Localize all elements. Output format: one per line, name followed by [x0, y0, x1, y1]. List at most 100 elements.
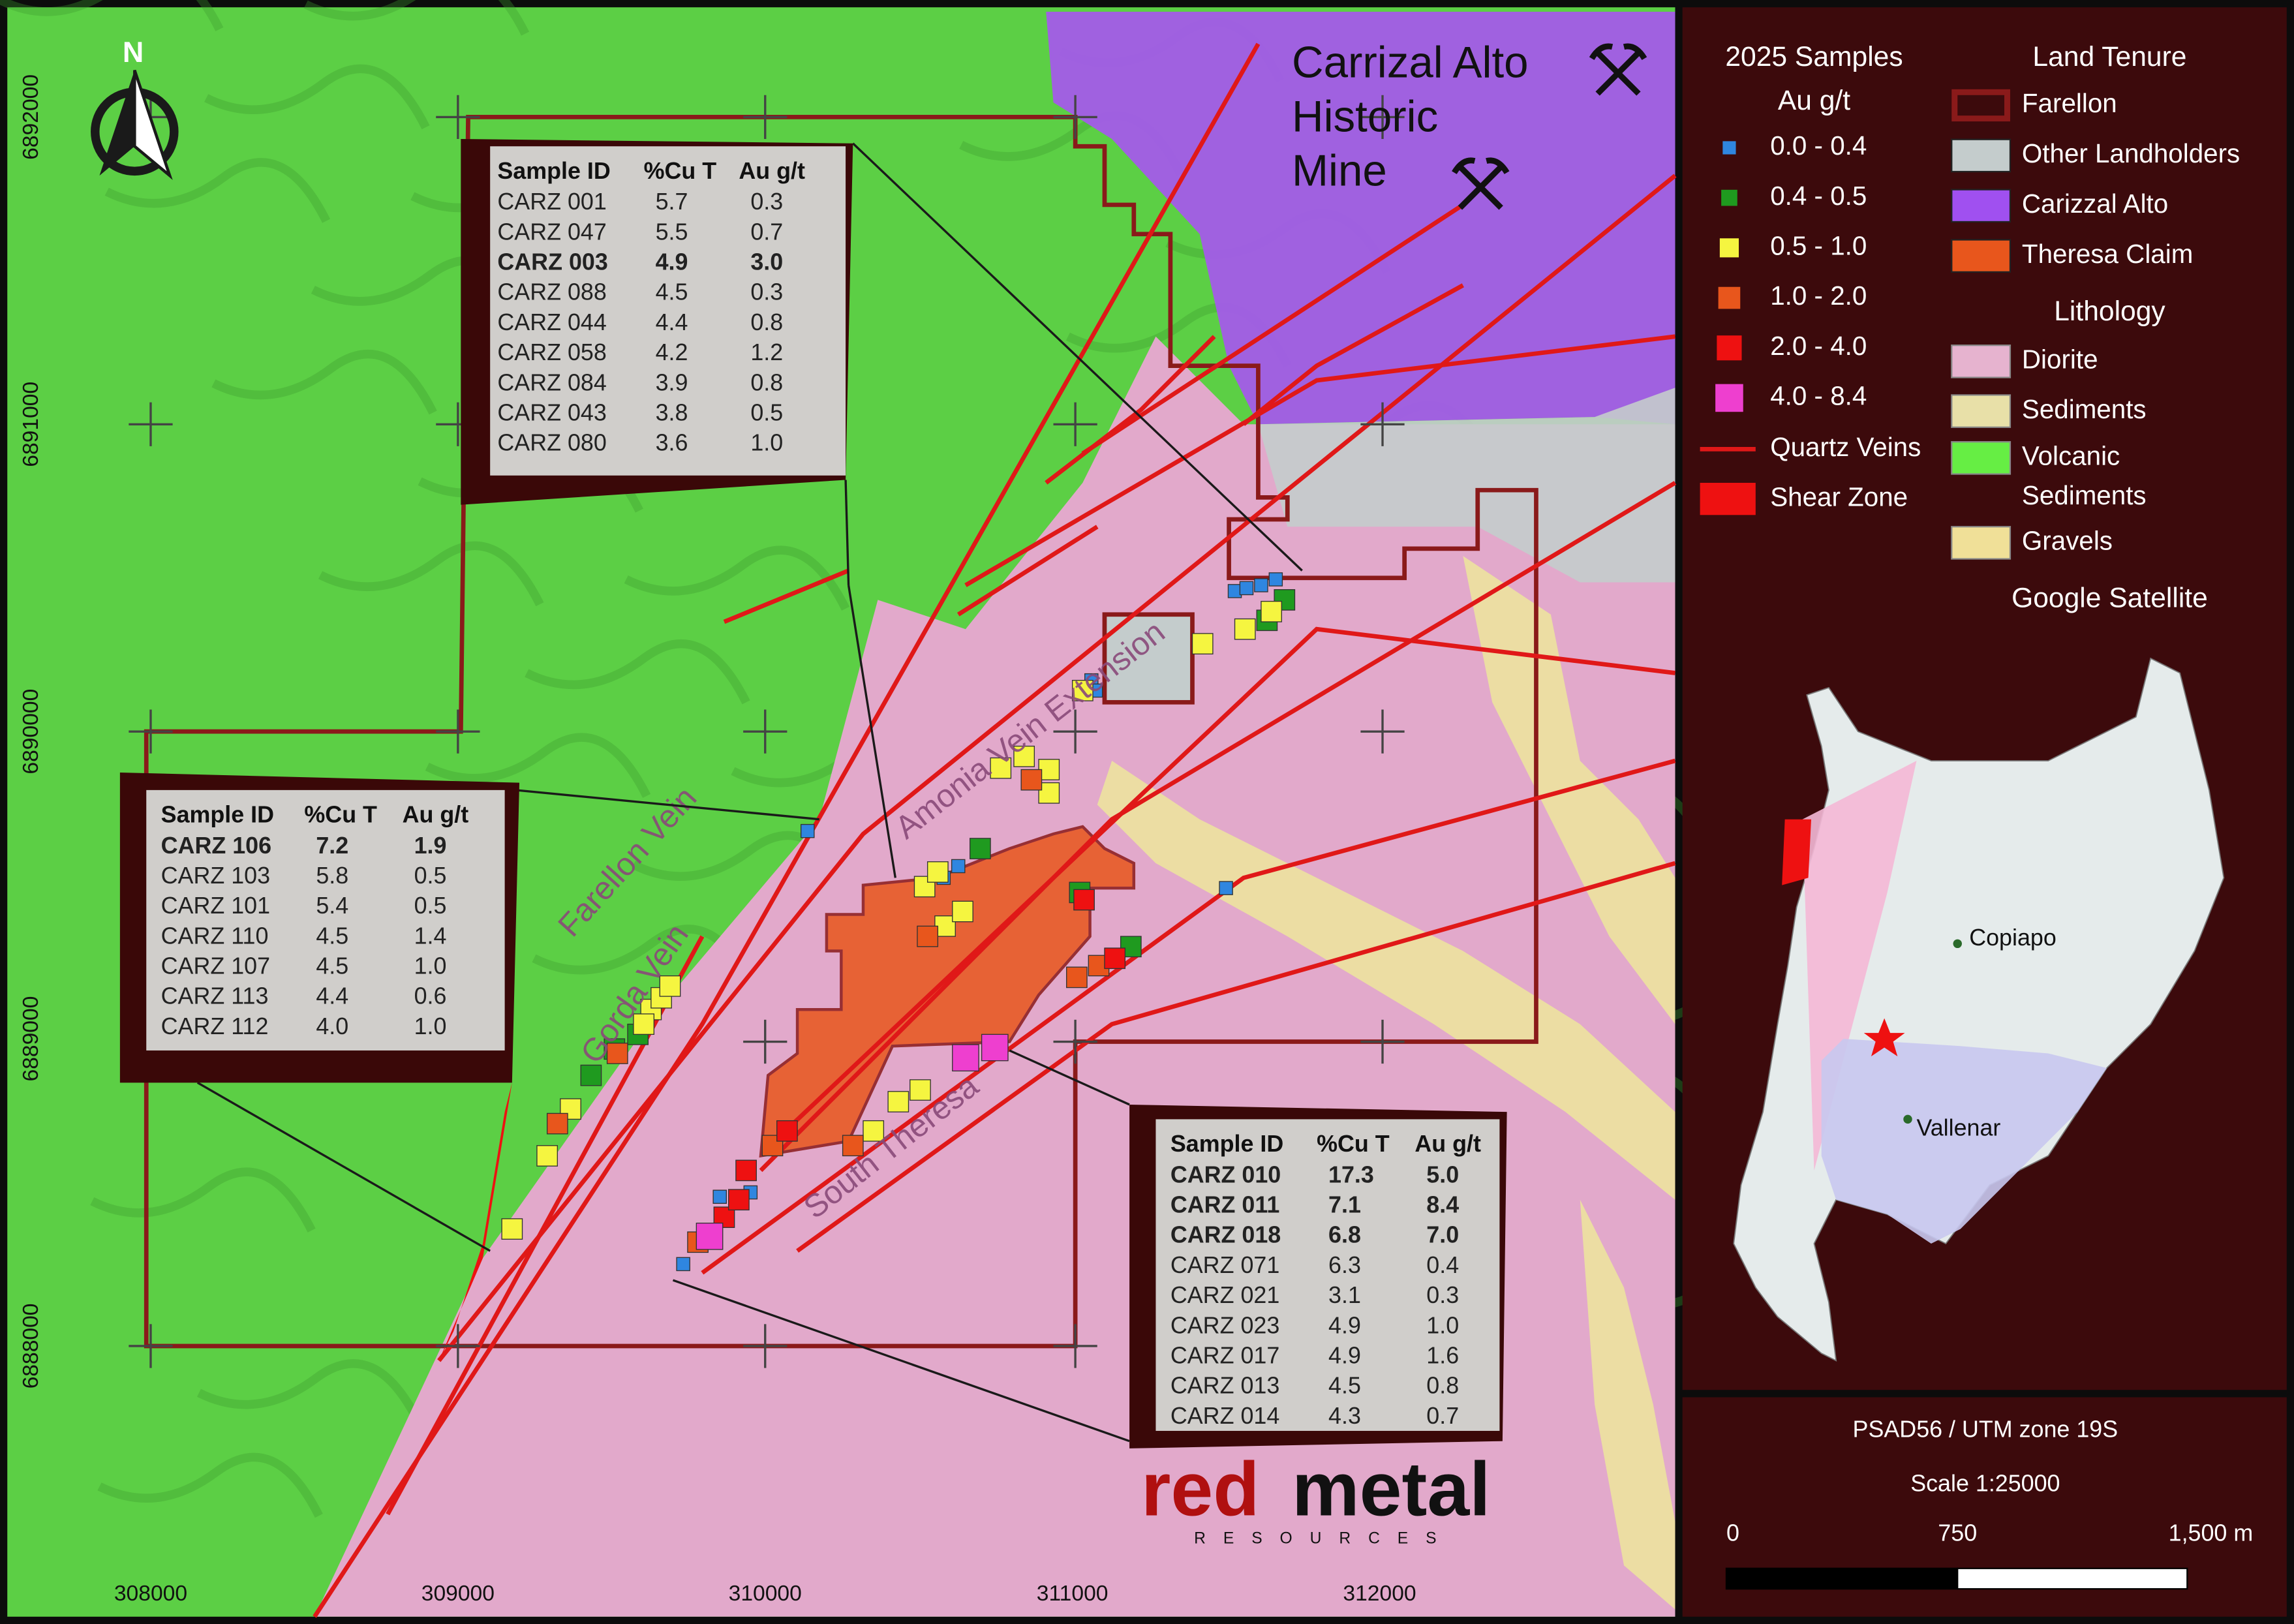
legend-label: 0.0 - 0.4 — [1770, 130, 1867, 161]
legend-swatch — [1722, 141, 1736, 155]
table-cell: 4.4 — [656, 309, 688, 335]
farellon-boundary — [144, 115, 1538, 1349]
sample-point — [917, 925, 939, 947]
legend-title: 2025 Samples — [1725, 41, 1903, 72]
scale-bar — [1957, 1567, 2188, 1590]
legend-label: Diorite — [2022, 345, 2098, 375]
sample-point — [981, 1034, 1009, 1062]
sample-point — [863, 1120, 885, 1142]
y-coordinate: 6891000 — [19, 382, 43, 467]
terrain-shade — [425, 733, 651, 798]
legend-label: Other Landholders — [2022, 138, 2240, 168]
sample-point — [926, 861, 949, 883]
legend-label: Farellon — [2022, 88, 2117, 118]
table-cell: CARZ 023 — [1170, 1312, 1279, 1338]
sample-point — [970, 838, 991, 859]
sample-point — [801, 823, 815, 838]
table-body — [146, 789, 505, 1051]
table-cell: 3.1 — [1328, 1282, 1361, 1308]
inset-star — [1863, 1018, 1905, 1056]
sample-point — [1254, 578, 1268, 592]
table-cell: CARZ 058 — [497, 339, 606, 365]
table-header: Au g/t — [739, 158, 805, 184]
quartz-vein — [437, 174, 1677, 1362]
inset-region — [1821, 1039, 2107, 1244]
sample-point — [1239, 581, 1254, 596]
table-cell: 0.3 — [750, 189, 783, 215]
sample-point — [1219, 881, 1233, 895]
sample-point — [1268, 572, 1283, 587]
table-cell: 4.2 — [656, 339, 688, 365]
table-cell: 5.7 — [656, 189, 688, 215]
city-label: Copiapo — [1969, 925, 2057, 951]
y-coordinate: 6890000 — [19, 689, 43, 774]
quartz-vein — [964, 334, 1675, 587]
table-cell: CARZ 043 — [497, 400, 606, 426]
table-cell: 3.0 — [750, 249, 783, 275]
quartz-vein — [313, 42, 1261, 1618]
table-cell: CARZ 088 — [497, 279, 606, 305]
city-label: Vallenar — [1916, 1115, 2000, 1141]
logo: red — [1141, 1446, 1259, 1531]
legend-label: 4.0 - 8.4 — [1770, 381, 1867, 411]
table-cell: CARZ 112 — [161, 1013, 269, 1039]
sample-point — [1104, 947, 1126, 970]
table-cell: 4.0 — [316, 1013, 348, 1039]
table-cell: 4.5 — [1328, 1373, 1361, 1399]
quartz-vein — [788, 626, 1675, 1129]
leader-line — [844, 480, 850, 585]
legend-title: Google Satellite — [2011, 583, 2208, 614]
legend-swatch — [1951, 394, 2011, 428]
table-header: %Cu T — [1317, 1131, 1390, 1157]
table-cell: 4.3 — [1328, 1403, 1361, 1429]
legend-swatch — [1719, 238, 1739, 258]
legend-label: Carizzal Alto — [2022, 189, 2168, 219]
sample-point — [580, 1064, 602, 1086]
table-cell: CARZ 010 — [1170, 1161, 1281, 1187]
sample-point — [990, 757, 1012, 779]
table-body — [490, 146, 846, 476]
quartz-vein — [956, 525, 1099, 617]
legend-swatch — [1951, 526, 2011, 560]
mine-label: Historic — [1292, 93, 1438, 142]
table-cell: 17.3 — [1328, 1161, 1374, 1187]
terrain-shade — [90, 1167, 316, 1233]
table-cell: 5.5 — [656, 219, 688, 245]
table-header: Au g/t — [403, 802, 469, 828]
mine-icon — [1452, 157, 1510, 210]
table-cell: CARZ 103 — [161, 863, 270, 889]
sample-point — [501, 1218, 523, 1240]
north-arrow — [99, 70, 135, 176]
table-cell: 0.8 — [750, 369, 783, 395]
logo-sub: RESOURCES — [1194, 1529, 1454, 1547]
table-cell: 5.8 — [316, 863, 348, 889]
terrain-shade — [196, 1359, 423, 1424]
sample-point — [1065, 966, 1088, 988]
table-cell: CARZ 021 — [1170, 1282, 1279, 1308]
inset-city — [1953, 939, 1962, 949]
sample-point — [952, 900, 973, 923]
table-cell: 4.9 — [656, 249, 688, 275]
table-cell: 0.8 — [750, 309, 783, 335]
table-cell: 6.3 — [1328, 1252, 1361, 1278]
table-cell: 0.3 — [750, 279, 783, 305]
table-cell: 0.5 — [414, 863, 447, 889]
sample-point — [1234, 618, 1256, 640]
sample-point — [1038, 782, 1060, 804]
table-cell: 0.5 — [750, 400, 783, 426]
legend-swatch — [1951, 138, 2011, 173]
table-cell: 4.9 — [1328, 1342, 1361, 1368]
sample-point — [1020, 769, 1043, 791]
scale-bar — [1725, 1567, 1959, 1590]
sample-point — [887, 1091, 910, 1112]
table-cell: 1.9 — [414, 833, 447, 859]
legend-label: Quartz Veins — [1770, 432, 1921, 462]
sample-point — [1120, 936, 1142, 958]
table-header: Au g/t — [1415, 1131, 1481, 1157]
x-coordinate: 311000 — [1037, 1582, 1109, 1606]
legend-swatch — [1951, 189, 2011, 223]
other-landholders-area — [1258, 388, 1675, 583]
legend-title: Au g/t — [1778, 85, 1850, 116]
